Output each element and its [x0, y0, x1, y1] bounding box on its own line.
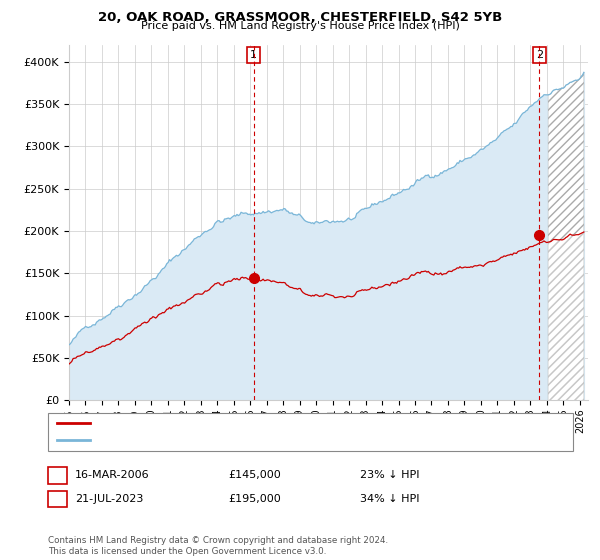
Text: 1: 1 — [54, 469, 61, 482]
Text: 21-JUL-2023: 21-JUL-2023 — [75, 494, 143, 504]
Text: 23% ↓ HPI: 23% ↓ HPI — [360, 470, 419, 480]
Text: 1: 1 — [250, 50, 257, 60]
Text: 20, OAK ROAD, GRASSMOOR, CHESTERFIELD, S42 5YB: 20, OAK ROAD, GRASSMOOR, CHESTERFIELD, S… — [98, 11, 502, 24]
Text: 34% ↓ HPI: 34% ↓ HPI — [360, 494, 419, 504]
Text: Price paid vs. HM Land Registry's House Price Index (HPI): Price paid vs. HM Land Registry's House … — [140, 21, 460, 31]
Text: 20, OAK ROAD, GRASSMOOR, CHESTERFIELD, S42 5YB (detached house): 20, OAK ROAD, GRASSMOOR, CHESTERFIELD, S… — [96, 418, 474, 428]
Text: HPI: Average price, detached house, North East Derbyshire: HPI: Average price, detached house, Nort… — [96, 435, 404, 445]
Text: 2: 2 — [54, 492, 61, 506]
Text: 2: 2 — [536, 50, 543, 60]
Text: £195,000: £195,000 — [228, 494, 281, 504]
Text: Contains HM Land Registry data © Crown copyright and database right 2024.
This d: Contains HM Land Registry data © Crown c… — [48, 536, 388, 556]
Text: £145,000: £145,000 — [228, 470, 281, 480]
Text: 16-MAR-2006: 16-MAR-2006 — [75, 470, 149, 480]
